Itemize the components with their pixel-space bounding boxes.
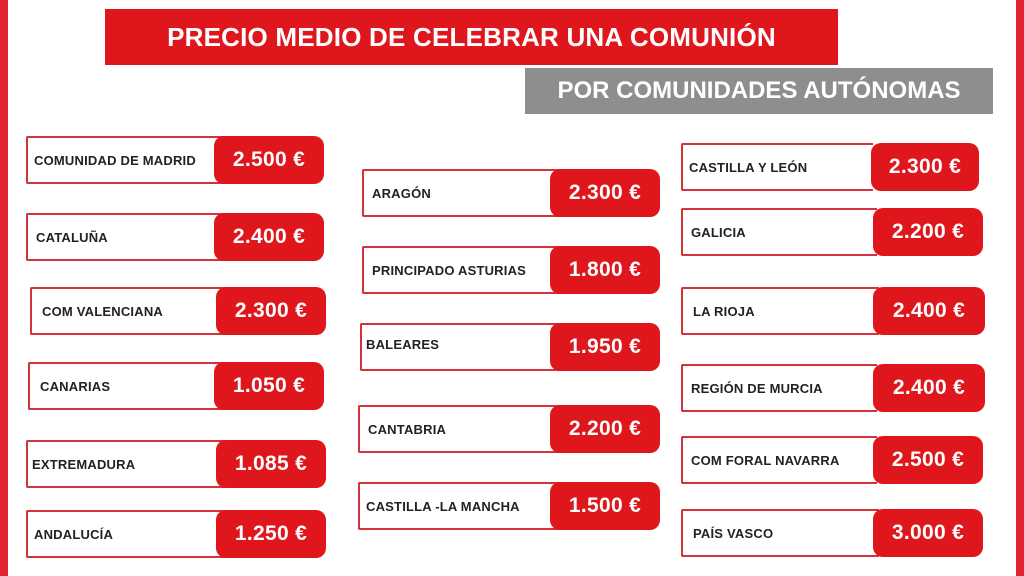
left-border	[0, 0, 8, 576]
region-name: ANDALUCÍA	[26, 510, 230, 558]
region-name: BALEARES	[360, 323, 562, 371]
region-price: 1.950 €	[550, 323, 660, 371]
region-price: 2.300 €	[871, 143, 979, 191]
region-price: 2.300 €	[550, 169, 660, 217]
region-name: PRINCIPADO ASTURIAS	[362, 246, 568, 294]
region-price: 3.000 €	[873, 509, 983, 557]
title-banner: PRECIO MEDIO DE CELEBRAR UNA COMUNIÓN	[105, 9, 838, 65]
page-title: PRECIO MEDIO DE CELEBRAR UNA COMUNIÓN	[167, 21, 776, 52]
region-price: 1.500 €	[550, 482, 660, 530]
region-name: COM FORAL NAVARRA	[681, 436, 877, 484]
region-price: 2.400 €	[214, 213, 324, 261]
region-name: ARAGÓN	[362, 169, 568, 217]
region-name: GALICIA	[681, 208, 877, 256]
region-price: 1.050 €	[214, 362, 324, 410]
region-name: CASTILLA Y LEÓN	[681, 143, 873, 191]
region-price: 2.400 €	[873, 287, 985, 335]
region-name: REGIÓN DE MURCIA	[681, 364, 877, 412]
region-name: CANARIAS	[28, 362, 236, 410]
region-price: 2.500 €	[214, 136, 324, 184]
region-name: COM VALENCIANA	[30, 287, 238, 335]
subtitle-banner: POR COMUNIDADES AUTÓNOMAS	[525, 68, 993, 114]
region-name: EXTREMADURA	[26, 440, 228, 488]
region-price: 2.200 €	[873, 208, 983, 256]
right-border	[1016, 0, 1024, 576]
region-price: 2.500 €	[873, 436, 983, 484]
page-subtitle: POR COMUNIDADES AUTÓNOMAS	[557, 77, 961, 104]
region-name: CATALUÑA	[26, 213, 232, 261]
region-price: 2.200 €	[550, 405, 660, 453]
region-price: 2.400 €	[873, 364, 985, 412]
region-price: 2.300 €	[216, 287, 326, 335]
region-price: 1.800 €	[550, 246, 660, 294]
region-name: LA RIOJA	[681, 287, 879, 335]
region-name: PAÍS VASCO	[681, 509, 879, 557]
region-name: CANTABRIA	[358, 405, 564, 453]
region-name: CASTILLA -LA MANCHA	[358, 482, 562, 530]
region-price: 1.250 €	[216, 510, 326, 558]
region-name: COMUNIDAD DE MADRID	[26, 136, 230, 184]
region-price: 1.085 €	[216, 440, 326, 488]
